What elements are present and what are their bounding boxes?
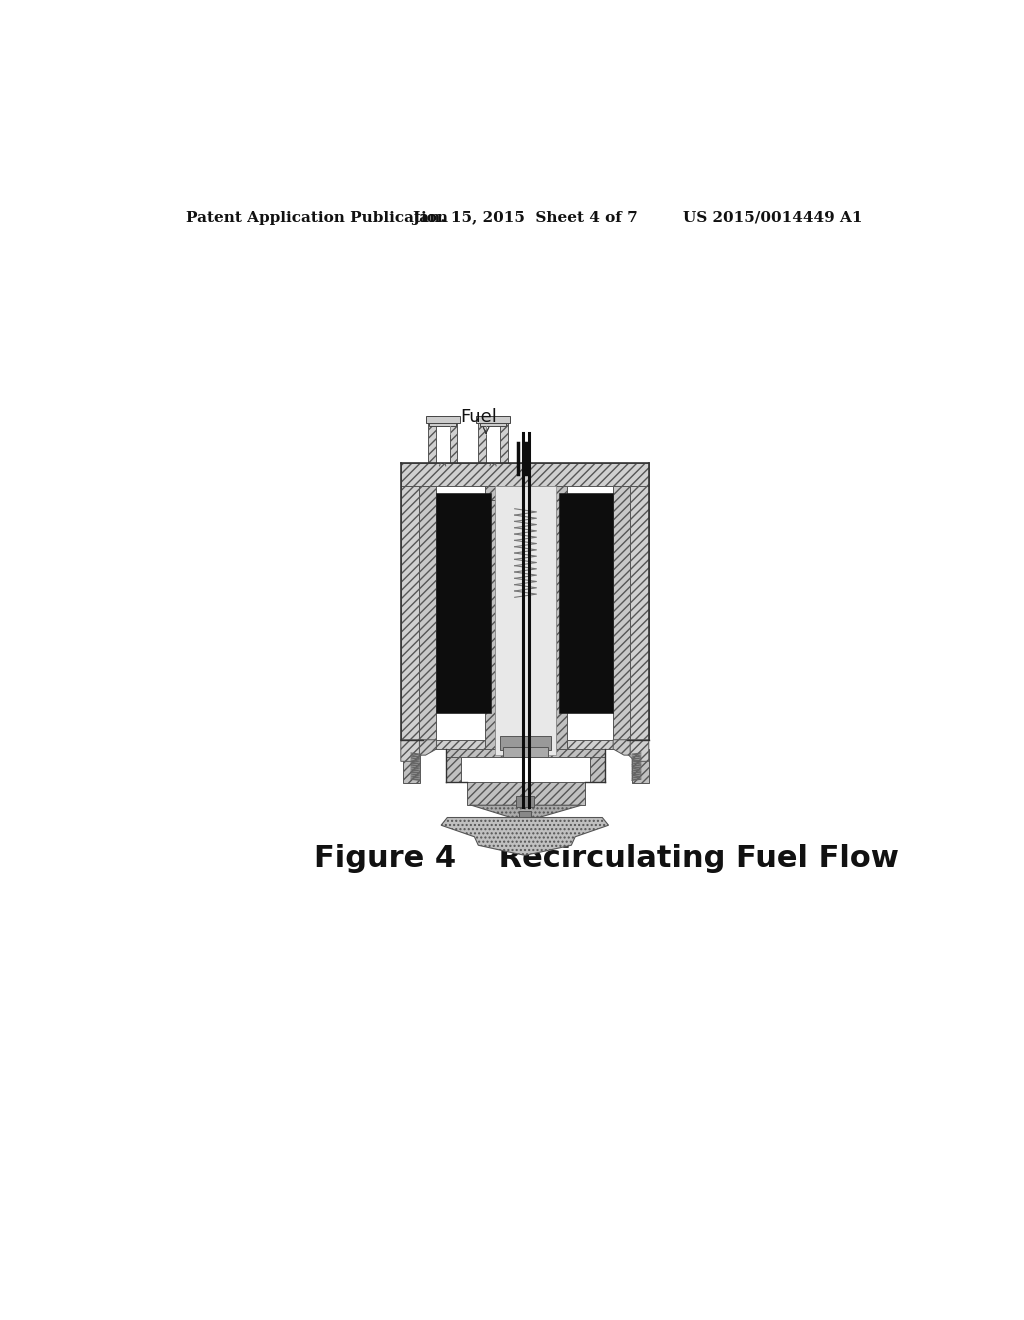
Bar xyxy=(500,416,508,466)
Polygon shape xyxy=(441,817,608,855)
Bar xyxy=(484,486,566,499)
Bar xyxy=(423,739,627,748)
Bar xyxy=(400,486,423,739)
Bar xyxy=(445,748,605,756)
Text: US 2015/0014449 A1: US 2015/0014449 A1 xyxy=(683,211,862,224)
Bar xyxy=(632,748,649,783)
Polygon shape xyxy=(613,739,630,755)
Bar xyxy=(426,416,460,422)
Bar xyxy=(478,416,486,466)
Bar xyxy=(556,486,566,755)
Text: Jan. 15, 2015  Sheet 4 of 7: Jan. 15, 2015 Sheet 4 of 7 xyxy=(412,211,638,224)
Bar xyxy=(484,486,496,755)
Bar xyxy=(518,812,531,818)
Polygon shape xyxy=(420,739,436,755)
Bar xyxy=(445,748,461,781)
Polygon shape xyxy=(471,805,582,817)
Bar xyxy=(403,748,420,783)
Text: Fuel: Fuel xyxy=(461,408,498,425)
Text: Patent Application Publication: Patent Application Publication xyxy=(186,211,449,224)
Bar xyxy=(428,416,435,466)
Polygon shape xyxy=(400,739,423,762)
Bar xyxy=(503,747,548,756)
Bar xyxy=(429,422,456,426)
Bar xyxy=(400,462,649,486)
Bar xyxy=(450,416,458,466)
Bar xyxy=(559,494,613,713)
Bar xyxy=(613,486,630,739)
Bar xyxy=(500,737,551,750)
Bar xyxy=(515,796,535,807)
Text: Figure 4    Recirculating Fuel Flow: Figure 4 Recirculating Fuel Flow xyxy=(314,843,899,873)
Bar xyxy=(499,597,553,747)
Bar xyxy=(590,748,605,781)
Bar xyxy=(496,486,556,755)
Bar xyxy=(467,781,586,805)
Bar xyxy=(420,486,436,739)
Bar xyxy=(480,422,506,426)
Bar xyxy=(436,494,490,713)
Bar xyxy=(476,416,510,422)
Bar xyxy=(627,486,649,739)
Polygon shape xyxy=(627,739,649,762)
